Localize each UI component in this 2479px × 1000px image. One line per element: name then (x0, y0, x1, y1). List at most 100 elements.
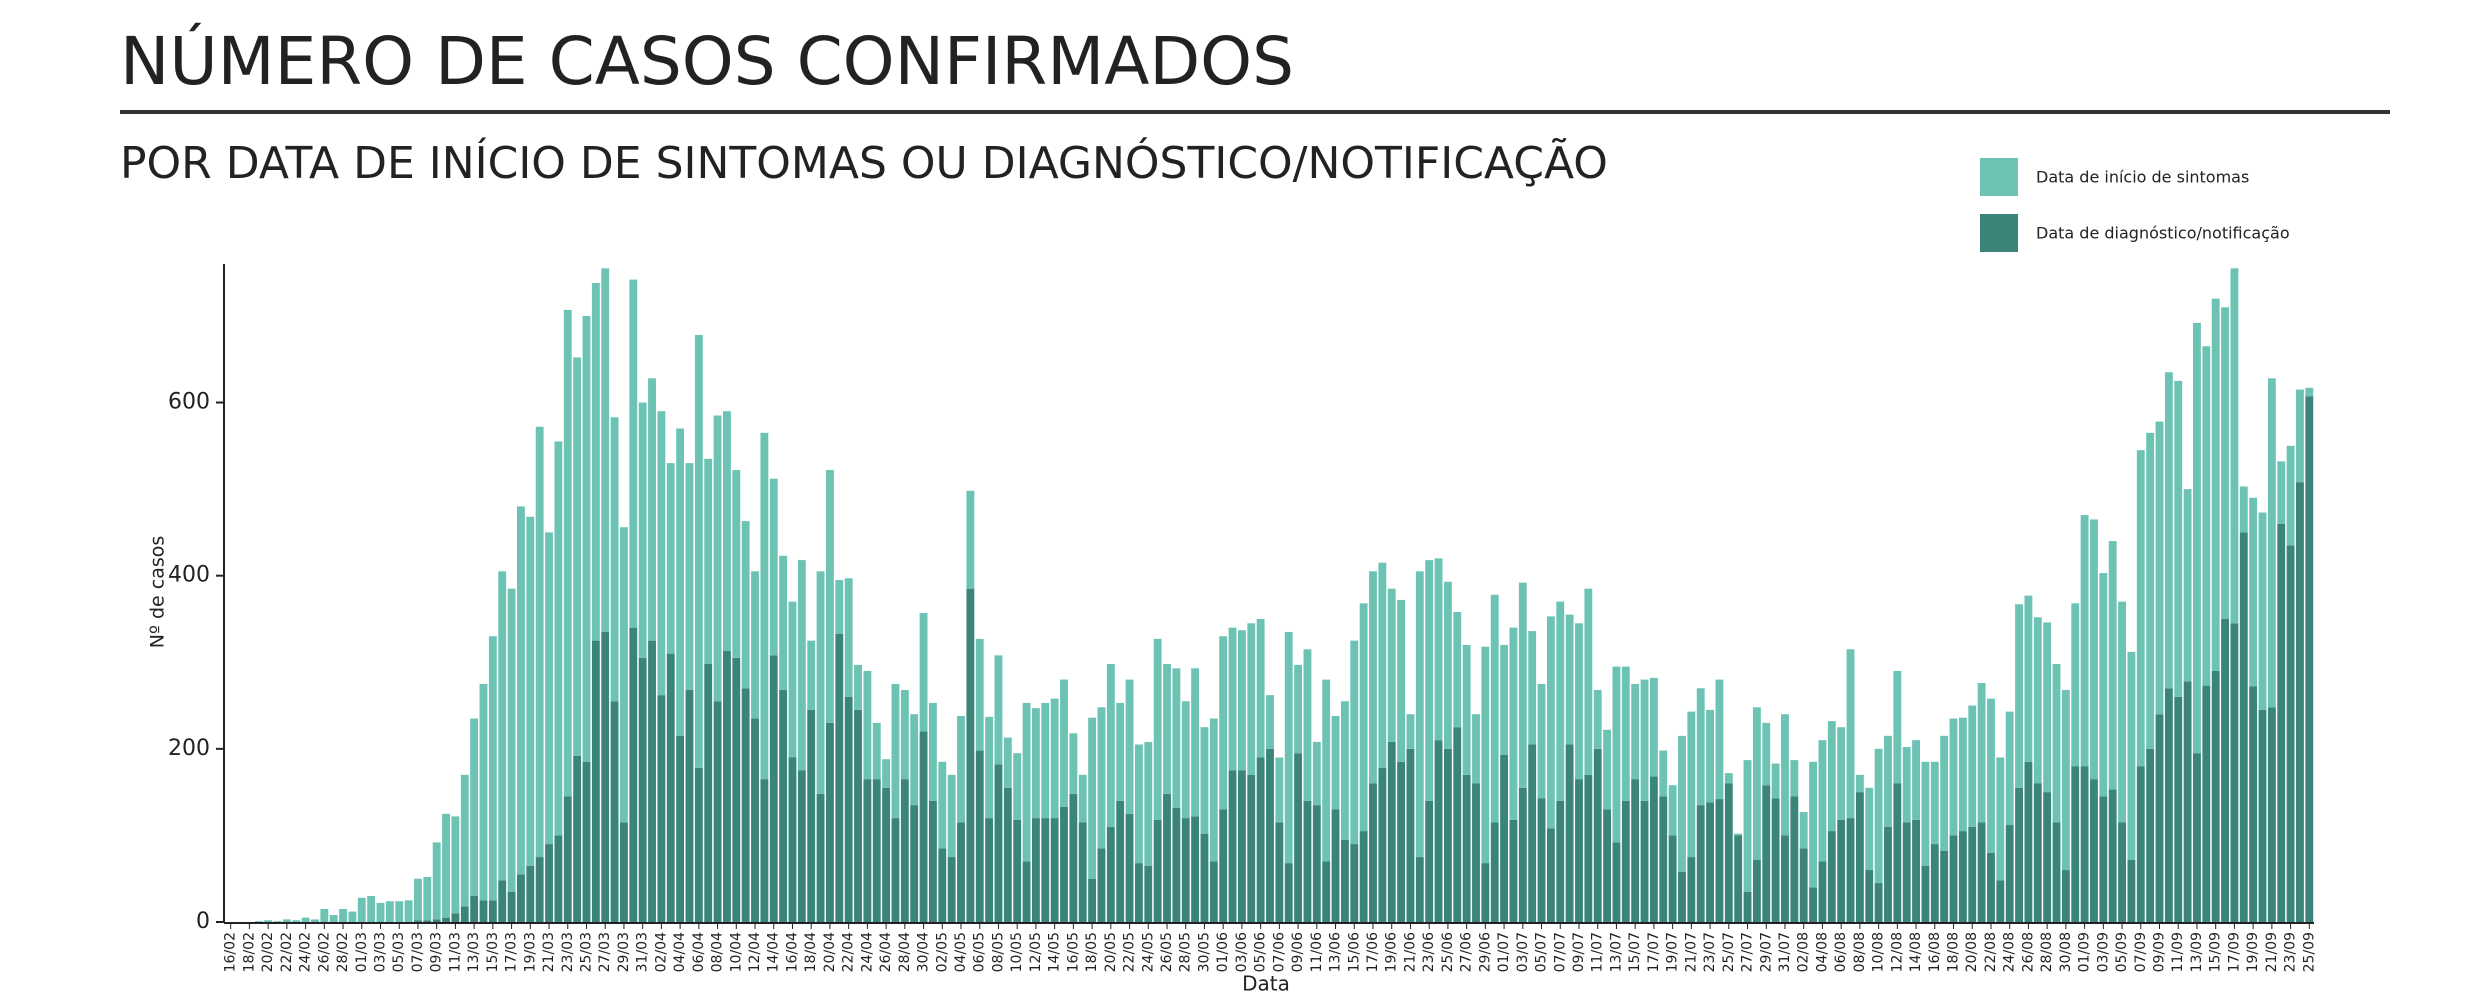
bar-segment (2136, 450, 2145, 767)
bar-segment (854, 709, 862, 922)
x-tick-label: 14/08 (1908, 932, 1924, 972)
x-tick-label: 31/03 (635, 932, 651, 972)
bar-segment (432, 842, 441, 920)
bar-segment (975, 750, 984, 922)
bar-segment (2174, 696, 2183, 922)
bar-segment (1462, 774, 1471, 922)
x-tick-label: 17/07 (1646, 932, 1662, 972)
bar-segment (1209, 861, 1218, 922)
bar-segment (2155, 421, 2164, 715)
bar-segment (2211, 670, 2220, 922)
bar-segment (1088, 717, 1097, 879)
bar-segment (1050, 698, 1059, 819)
bar-segment (1930, 844, 1939, 922)
bar-segment (1724, 783, 1733, 922)
bar-segment (1977, 683, 1986, 823)
x-tick-label: 11/03 (447, 932, 463, 972)
bar-segment (2127, 651, 2136, 860)
bar-segment (1855, 774, 1864, 793)
x-tick-label: 22/08 (1983, 932, 1999, 972)
bar-segment (723, 651, 731, 922)
bar-segment (414, 920, 422, 922)
bar-segment (1649, 677, 1658, 777)
bar-segment (1987, 852, 1995, 922)
x-tick-label: 19/07 (1665, 932, 1681, 972)
x-tick-label: 16/04 (784, 932, 800, 972)
x-tick-label: 05/07 (1534, 932, 1550, 972)
bar-segment (2230, 268, 2239, 624)
bar-segment (2108, 789, 2117, 922)
x-tick-label: 07/06 (1271, 932, 1287, 972)
bar-segment (666, 653, 675, 922)
bar-segment (2296, 389, 2304, 483)
x-tick-label: 30/05 (1196, 932, 1212, 972)
bar-segment (1612, 842, 1621, 922)
bar-segment (1818, 740, 1827, 862)
bar-segment (1734, 835, 1743, 922)
bar-segment (872, 722, 881, 780)
bar-segment (900, 779, 909, 922)
bar-segment (498, 571, 507, 881)
bar-segment (1996, 757, 2005, 881)
bar-segment (732, 657, 741, 922)
bar-segment (2080, 515, 2089, 767)
bar-segment (1284, 863, 1293, 922)
bar-segment (760, 432, 769, 780)
bar-segment (1181, 818, 1190, 922)
bar-segment (741, 521, 750, 689)
bar-segment (676, 428, 685, 736)
bar-segment (1191, 816, 1200, 922)
bar-segment (2108, 541, 2117, 790)
bar-segment (1874, 748, 1883, 884)
bar-segment (1153, 819, 1162, 922)
bar-segment (1781, 835, 1789, 922)
x-tick-label: 21/07 (1683, 932, 1699, 972)
x-tick-label: 22/02 (279, 932, 295, 972)
bar-segment (2052, 663, 2061, 823)
bar-segment (1565, 614, 1574, 745)
bar-segment (882, 759, 891, 788)
bar-segment (1958, 831, 1967, 922)
x-tick-label: 12/04 (747, 932, 763, 972)
bar-segment (2015, 604, 2023, 788)
bar-segment (1837, 727, 1846, 820)
bar-segment (2052, 822, 2061, 922)
bar-segment (1312, 805, 1321, 922)
bar-segment (1809, 887, 1817, 922)
bar-segment (1584, 588, 1593, 775)
bar-segment (1387, 741, 1396, 922)
bar-segment (2043, 792, 2052, 922)
bar-segment (1050, 818, 1059, 922)
bar-segment (1453, 612, 1462, 728)
bar-segment (1134, 744, 1143, 864)
x-axis-label: Data (1242, 972, 1290, 996)
bar-segment (985, 818, 994, 922)
bar-segment (488, 900, 497, 922)
bar-segment (1312, 741, 1321, 806)
bar-segment (2249, 686, 2258, 922)
bar-segment (910, 805, 919, 922)
bar-segment (1687, 857, 1696, 922)
bar-segment (2183, 489, 2192, 682)
bar-segment (769, 655, 778, 922)
bar-segment (2221, 618, 2229, 922)
x-tick-label: 28/08 (2039, 932, 2055, 972)
bar-segment (1902, 822, 1911, 922)
x-tick-label: 27/06 (1459, 932, 1475, 972)
bar-segment (507, 891, 516, 922)
x-tick-label: 13/03 (466, 932, 482, 972)
bar-segment (2118, 822, 2126, 922)
bar-segment (329, 915, 338, 922)
bar-segment (882, 787, 891, 922)
x-tick-label: 24/02 (298, 932, 314, 972)
bar-segment (1977, 822, 1986, 922)
x-tick-label: 23/06 (1421, 932, 1437, 972)
bar-segment (1078, 822, 1087, 922)
bar-segment (264, 920, 273, 922)
bar-segment (1518, 582, 1527, 788)
bar-segment (1509, 627, 1518, 820)
x-tick-label: 01/09 (2077, 932, 2093, 972)
x-tick-label: 27/07 (1740, 932, 1756, 972)
bar-segment (1237, 770, 1246, 922)
bar-segment (854, 664, 862, 710)
